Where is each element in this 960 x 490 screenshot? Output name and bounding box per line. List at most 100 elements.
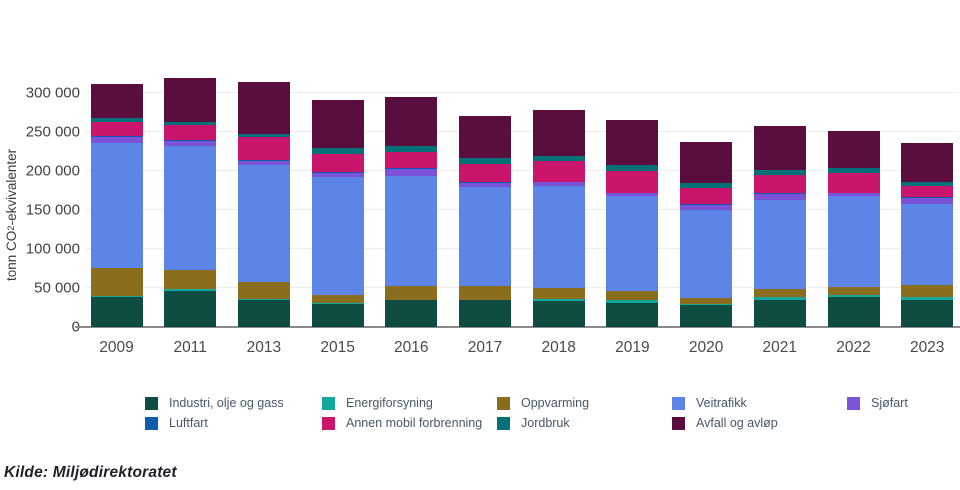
segment-sj-fart[interactable] [237, 160, 290, 166]
segment-energiforsyning[interactable] [901, 297, 954, 300]
segment-annen-mobil-forbrenning[interactable] [901, 186, 954, 198]
bar-2013[interactable] [237, 82, 290, 327]
segment-annen-mobil-forbrenning[interactable] [459, 163, 511, 183]
segment-luftfart[interactable] [164, 140, 217, 141]
segment-jordbruk[interactable] [827, 167, 880, 174]
segment-energiforsyning[interactable] [90, 295, 143, 298]
segment-sj-fart[interactable] [90, 137, 143, 144]
segment-annen-mobil-forbrenning[interactable] [753, 175, 806, 194]
segment-industri-olje-og-gass[interactable] [90, 297, 143, 327]
bar-2018[interactable] [532, 109, 585, 327]
segment-veitrafikk[interactable] [90, 143, 143, 269]
segment-veitrafikk[interactable] [385, 176, 438, 286]
segment-energiforsyning[interactable] [459, 299, 511, 301]
segment-annen-mobil-forbrenning[interactable] [385, 151, 438, 169]
segment-avfall-og-avl-p[interactable] [311, 99, 364, 149]
segment-jordbruk[interactable] [90, 118, 143, 123]
legend-item-oppvarming[interactable]: Oppvarming [497, 397, 672, 410]
bar-2019[interactable] [606, 119, 659, 327]
segment-veitrafikk[interactable] [753, 199, 806, 289]
segment-oppvarming[interactable] [901, 284, 954, 298]
legend-item-luftfart[interactable]: Luftfart [145, 417, 322, 430]
segment-annen-mobil-forbrenning[interactable] [532, 161, 585, 182]
segment-jordbruk[interactable] [680, 183, 733, 188]
bar-2017[interactable] [459, 116, 511, 327]
segment-veitrafikk[interactable] [164, 145, 217, 270]
segment-veitrafikk[interactable] [237, 165, 290, 283]
segment-annen-mobil-forbrenning[interactable] [827, 173, 880, 193]
bar-2022[interactable] [827, 130, 880, 327]
segment-industri-olje-og-gass[interactable] [385, 300, 438, 327]
segment-sj-fart[interactable] [164, 140, 217, 146]
segment-annen-mobil-forbrenning[interactable] [164, 125, 217, 141]
segment-oppvarming[interactable] [385, 285, 438, 300]
segment-energiforsyning[interactable] [237, 298, 290, 301]
segment-industri-olje-og-gass[interactable] [459, 300, 511, 327]
segment-luftfart[interactable] [827, 192, 880, 194]
segment-veitrafikk[interactable] [901, 203, 954, 285]
segment-jordbruk[interactable] [459, 158, 511, 164]
segment-jordbruk[interactable] [385, 145, 438, 152]
segment-industri-olje-og-gass[interactable] [901, 299, 954, 327]
segment-industri-olje-og-gass[interactable] [680, 305, 733, 327]
segment-oppvarming[interactable] [753, 288, 806, 298]
segment-veitrafikk[interactable] [459, 187, 511, 287]
segment-energiforsyning[interactable] [827, 294, 880, 297]
segment-luftfart[interactable] [901, 197, 954, 199]
segment-energiforsyning[interactable] [532, 298, 585, 302]
segment-avfall-og-avl-p[interactable] [164, 78, 217, 123]
segment-luftfart[interactable] [385, 168, 438, 170]
bar-2016[interactable] [385, 97, 438, 327]
segment-industri-olje-og-gass[interactable] [532, 301, 585, 327]
segment-industri-olje-og-gass[interactable] [237, 300, 290, 327]
segment-oppvarming[interactable] [311, 294, 364, 303]
segment-energiforsyning[interactable] [753, 297, 806, 301]
segment-industri-olje-og-gass[interactable] [311, 304, 364, 327]
segment-oppvarming[interactable] [532, 287, 585, 299]
segment-energiforsyning[interactable] [311, 302, 364, 305]
segment-industri-olje-og-gass[interactable] [164, 291, 217, 327]
legend-item-energiforsyning[interactable]: Energiforsyning [322, 397, 497, 410]
segment-avfall-og-avl-p[interactable] [901, 143, 954, 182]
segment-energiforsyning[interactable] [606, 300, 659, 303]
segment-jordbruk[interactable] [901, 181, 954, 187]
bar-2009[interactable] [90, 83, 143, 327]
bar-2021[interactable] [753, 126, 806, 327]
segment-veitrafikk[interactable] [311, 176, 364, 295]
legend-item-jordbruk[interactable]: Jordbruk [497, 417, 672, 430]
segment-avfall-og-avl-p[interactable] [753, 126, 806, 170]
bar-2023[interactable] [901, 143, 954, 327]
bar-2015[interactable] [311, 99, 364, 327]
segment-luftfart[interactable] [237, 159, 290, 161]
segment-luftfart[interactable] [606, 192, 659, 194]
segment-annen-mobil-forbrenning[interactable] [680, 187, 733, 205]
segment-jordbruk[interactable] [606, 165, 659, 172]
segment-avfall-og-avl-p[interactable] [90, 83, 143, 119]
segment-jordbruk[interactable] [164, 122, 217, 126]
bar-2011[interactable] [164, 78, 217, 327]
segment-annen-mobil-forbrenning[interactable] [606, 171, 659, 193]
segment-veitrafikk[interactable] [827, 196, 880, 288]
segment-annen-mobil-forbrenning[interactable] [311, 154, 364, 173]
segment-sj-fart[interactable] [532, 182, 585, 187]
segment-avfall-og-avl-p[interactable] [606, 119, 659, 166]
legend-item-veitrafikk[interactable]: Veitrafikk [672, 397, 847, 410]
segment-jordbruk[interactable] [237, 133, 290, 138]
segment-sj-fart[interactable] [606, 193, 659, 197]
segment-oppvarming[interactable] [459, 286, 511, 300]
segment-sj-fart[interactable] [680, 205, 733, 210]
segment-avfall-og-avl-p[interactable] [459, 116, 511, 159]
segment-sj-fart[interactable] [311, 173, 364, 177]
segment-oppvarming[interactable] [606, 291, 659, 301]
segment-veitrafikk[interactable] [680, 209, 733, 299]
segment-veitrafikk[interactable] [606, 196, 659, 292]
segment-sj-fart[interactable] [753, 194, 806, 200]
segment-luftfart[interactable] [90, 136, 143, 138]
segment-jordbruk[interactable] [311, 148, 364, 155]
segment-annen-mobil-forbrenning[interactable] [90, 122, 143, 137]
legend-item-industri-olje-og-gass[interactable]: Industri, olje og gass [145, 397, 322, 410]
segment-energiforsyning[interactable] [385, 299, 438, 301]
bar-2020[interactable] [680, 141, 733, 327]
segment-sj-fart[interactable] [459, 183, 511, 188]
legend-item-annen-mobil-forbrenning[interactable]: Annen mobil forbrenning [322, 417, 497, 430]
